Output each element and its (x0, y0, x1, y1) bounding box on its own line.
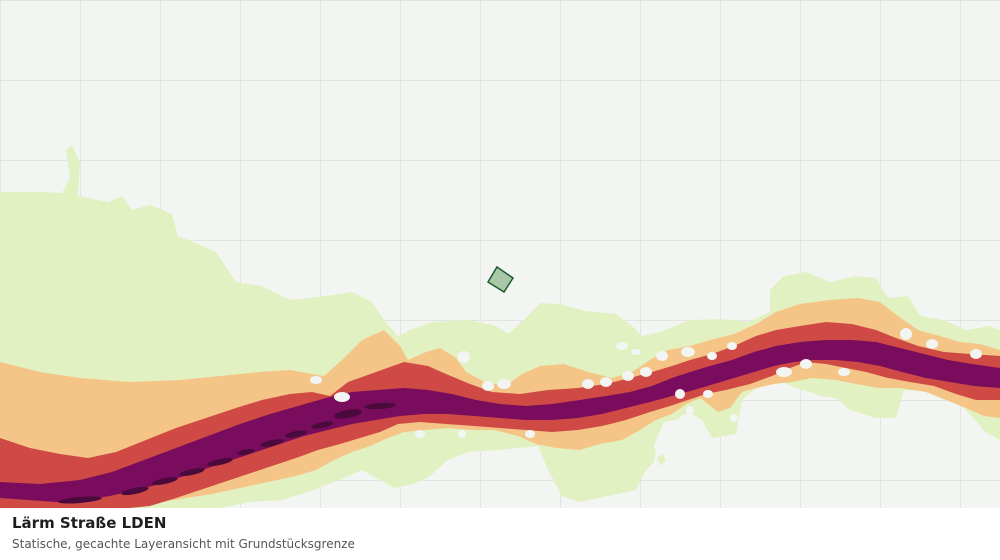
noise-band-very-high (0, 340, 1000, 502)
map-subtitle: Statische, gecachte Layeransicht mit Gru… (12, 537, 355, 551)
noise-map[interactable] (0, 0, 1000, 508)
map-title: Lärm Straße LDEN (12, 514, 167, 532)
map-grid (0, 0, 1000, 508)
noise-band-extreme (58, 402, 396, 504)
building-gaps (310, 328, 982, 438)
map-caption: Lärm Straße LDEN Statische, gecachte Lay… (0, 508, 1000, 560)
noise-map-canvas (0, 0, 1000, 508)
parcel-boundary[interactable] (486, 265, 515, 294)
